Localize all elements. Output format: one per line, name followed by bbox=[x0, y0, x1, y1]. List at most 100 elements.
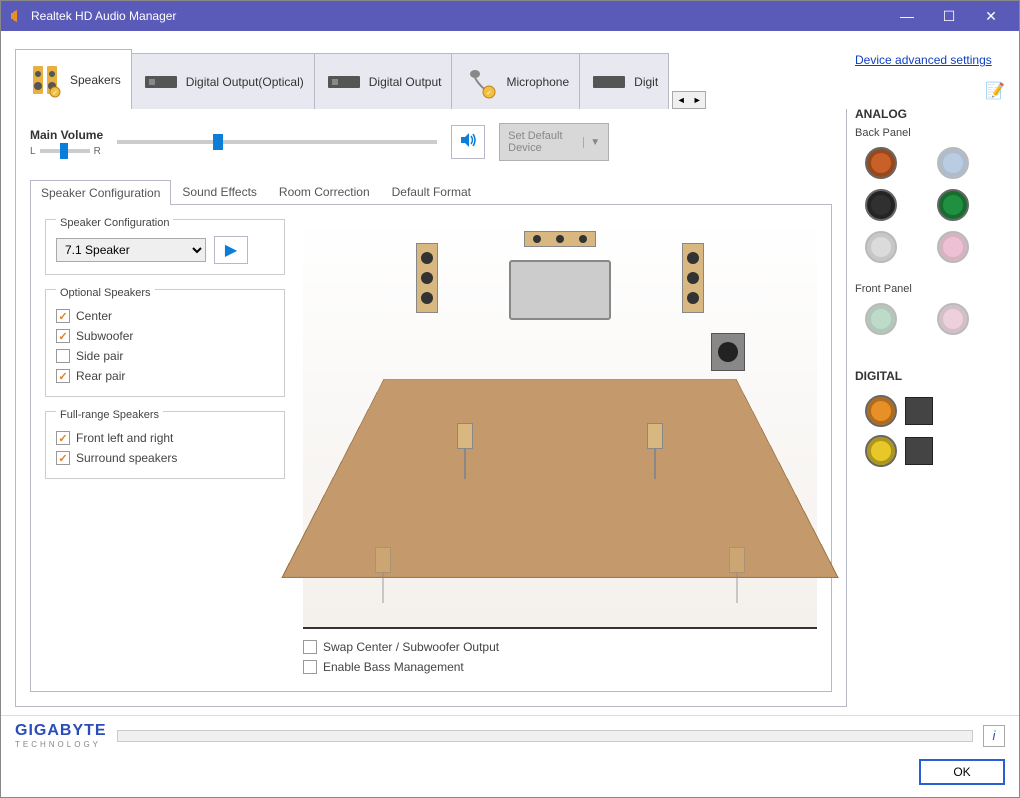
checkbox-label: Surround speakers bbox=[76, 451, 177, 465]
set-default-device-button[interactable]: Set Default Device ▼ bbox=[499, 123, 609, 161]
subtab-speaker-config[interactable]: Speaker Configuration bbox=[30, 180, 171, 205]
front-right-speaker-icon bbox=[682, 243, 704, 313]
digital-optical-icon bbox=[142, 63, 180, 101]
digital-header: DIGITAL bbox=[855, 369, 1005, 383]
tab-label: Digital Output(Optical) bbox=[186, 75, 304, 89]
digital-jack[interactable] bbox=[865, 435, 897, 467]
play-test-button[interactable]: ▶ bbox=[214, 236, 248, 264]
tab-scroll: ◄ ► bbox=[672, 91, 706, 109]
balance-right-label: R bbox=[94, 146, 101, 157]
speaker-config-fieldset: Speaker Configuration 7.1 Speaker ▶ bbox=[45, 219, 285, 275]
speakers-icon: ✓ bbox=[26, 61, 64, 99]
checkbox-icon bbox=[56, 349, 70, 363]
analog-header: ANALOG bbox=[855, 107, 1005, 121]
rear-left-speaker-icon bbox=[375, 547, 391, 603]
bottom-option-checkbox[interactable]: Enable Bass Management bbox=[303, 657, 817, 677]
checkbox-label: Swap Center / Subwoofer Output bbox=[323, 640, 499, 654]
chevron-down-icon: ▼ bbox=[583, 137, 600, 148]
audio-jack[interactable] bbox=[937, 231, 969, 263]
tab-speakers[interactable]: ✓ Speakers bbox=[15, 49, 132, 109]
subtab-sound-effects[interactable]: Sound Effects bbox=[171, 179, 268, 204]
main-panel: Main Volume L R bbox=[15, 109, 847, 707]
fullrange-speakers-fieldset: Full-range Speakers Front left and right… bbox=[45, 411, 285, 479]
device-tabs: ✓ Speakers Digital Output(Optical) Digit… bbox=[15, 49, 847, 109]
tab-digital-output[interactable]: Digital Output bbox=[314, 53, 453, 109]
speaker-room-diagram[interactable] bbox=[303, 219, 817, 629]
brand-logo: GIGABYTE TECHNOLOGY bbox=[15, 722, 107, 749]
audio-jack[interactable] bbox=[937, 189, 969, 221]
config-subtabs: Speaker Configuration Sound Effects Room… bbox=[30, 179, 832, 205]
audio-jack[interactable] bbox=[865, 303, 897, 335]
digital-output-icon bbox=[325, 63, 363, 101]
side-left-speaker-icon bbox=[457, 423, 473, 479]
ok-button[interactable]: OK bbox=[919, 759, 1005, 785]
audio-jack[interactable] bbox=[937, 147, 969, 179]
fullrange-speaker-checkbox[interactable]: Front left and right bbox=[56, 428, 274, 448]
checkbox-icon bbox=[303, 640, 317, 654]
bottom-option-checkbox[interactable]: Swap Center / Subwoofer Output bbox=[303, 637, 817, 657]
digital-connector-icon bbox=[905, 437, 933, 465]
maximize-button[interactable]: ☐ bbox=[929, 4, 969, 28]
tab-digital-optical[interactable]: Digital Output(Optical) bbox=[131, 53, 315, 109]
device-advanced-settings-link[interactable]: Device advanced settings bbox=[855, 49, 1005, 81]
tv-icon bbox=[509, 260, 612, 320]
fullrange-speakers-legend: Full-range Speakers bbox=[56, 409, 163, 421]
optional-speaker-checkbox[interactable]: Side pair bbox=[56, 346, 274, 366]
checkbox-label: Enable Bass Management bbox=[323, 660, 464, 674]
optional-speaker-checkbox[interactable]: Rear pair bbox=[56, 366, 274, 386]
back-panel-label: Back Panel bbox=[855, 127, 1005, 139]
svg-text:✓: ✓ bbox=[52, 90, 58, 97]
connector-sidebar: Device advanced settings 📝 ANALOG Back P… bbox=[855, 49, 1005, 707]
audio-jack[interactable] bbox=[937, 303, 969, 335]
optional-speaker-checkbox[interactable]: Center bbox=[56, 306, 274, 326]
footer: GIGABYTE TECHNOLOGY i bbox=[1, 715, 1019, 759]
titlebar: Realtek HD Audio Manager — ☐ ✕ bbox=[1, 1, 1019, 31]
center-speaker-icon bbox=[524, 231, 596, 247]
svg-text:✓: ✓ bbox=[487, 90, 493, 97]
checkbox-icon bbox=[56, 431, 70, 445]
set-default-label: Set Default Device bbox=[508, 130, 583, 154]
tab-label: Microphone bbox=[506, 75, 569, 89]
speaker-config-panel: Speaker Configuration 7.1 Speaker ▶ bbox=[30, 205, 832, 692]
tab-scroll-right[interactable]: ► bbox=[689, 92, 705, 108]
front-left-speaker-icon bbox=[416, 243, 438, 313]
checkbox-icon bbox=[56, 309, 70, 323]
digit-icon bbox=[590, 63, 628, 101]
tab-label: Speakers bbox=[70, 73, 121, 87]
checkbox-label: Side pair bbox=[76, 349, 123, 363]
checkbox-icon bbox=[303, 660, 317, 674]
speaker-icon bbox=[458, 130, 478, 155]
checkbox-label: Center bbox=[76, 309, 112, 323]
play-icon: ▶ bbox=[225, 240, 237, 260]
minimize-button[interactable]: — bbox=[887, 4, 927, 28]
audio-jack[interactable] bbox=[865, 189, 897, 221]
tab-microphone[interactable]: ✓ Microphone bbox=[451, 53, 580, 109]
digital-connector-icon bbox=[905, 397, 933, 425]
subtab-default-format[interactable]: Default Format bbox=[381, 179, 482, 204]
checkbox-label: Subwoofer bbox=[76, 329, 133, 343]
tab-label: Digital Output bbox=[369, 75, 442, 89]
fullrange-speaker-checkbox[interactable]: Surround speakers bbox=[56, 448, 274, 468]
checkbox-label: Rear pair bbox=[76, 369, 125, 383]
balance-left-label: L bbox=[30, 146, 36, 157]
speaker-config-legend: Speaker Configuration bbox=[56, 217, 173, 229]
speaker-config-select[interactable]: 7.1 Speaker bbox=[56, 238, 206, 262]
mute-button[interactable] bbox=[451, 125, 485, 159]
digital-jack[interactable] bbox=[865, 395, 897, 427]
checkbox-icon bbox=[56, 369, 70, 383]
audio-jack[interactable] bbox=[865, 231, 897, 263]
optional-speaker-checkbox[interactable]: Subwoofer bbox=[56, 326, 274, 346]
subwoofer-icon bbox=[711, 333, 745, 371]
volume-slider[interactable] bbox=[117, 140, 437, 144]
note-icon[interactable]: 📝 bbox=[985, 81, 1005, 101]
app-icon bbox=[9, 8, 25, 24]
info-button[interactable]: i bbox=[983, 725, 1005, 747]
subtab-room-correction[interactable]: Room Correction bbox=[268, 179, 381, 204]
microphone-icon: ✓ bbox=[462, 63, 500, 101]
balance-slider[interactable] bbox=[40, 149, 90, 153]
close-button[interactable]: ✕ bbox=[971, 4, 1011, 28]
tab-scroll-left[interactable]: ◄ bbox=[673, 92, 689, 108]
tab-digit[interactable]: Digit bbox=[579, 53, 669, 109]
audio-jack[interactable] bbox=[865, 147, 897, 179]
checkbox-icon bbox=[56, 329, 70, 343]
